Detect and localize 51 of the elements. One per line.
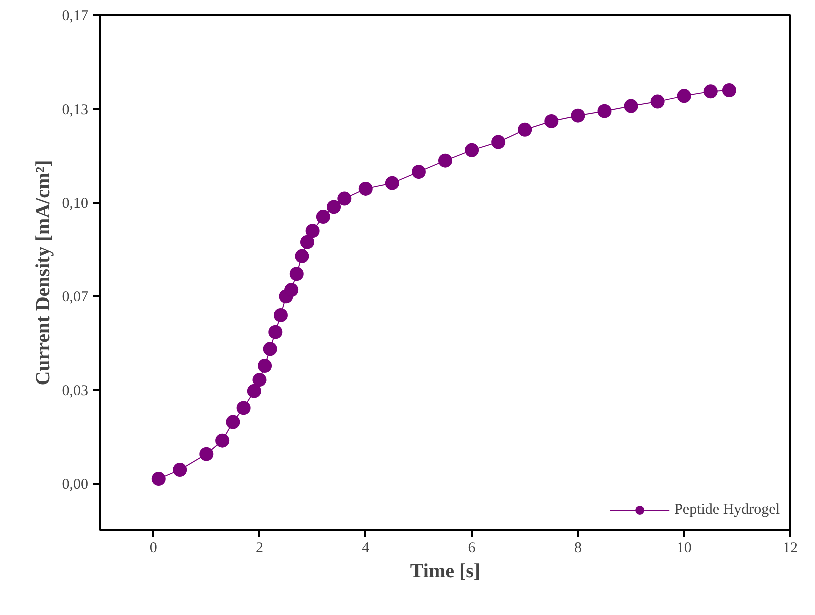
point: [465, 143, 480, 158]
point: [226, 415, 240, 430]
point: [258, 359, 272, 374]
y-tick-label: 0,03: [62, 384, 88, 400]
point: [263, 342, 278, 356]
point: [295, 249, 310, 264]
point: [598, 104, 612, 118]
point: [358, 182, 373, 196]
point: [316, 210, 330, 224]
x-tick-label: 2: [256, 540, 264, 556]
point: [338, 192, 352, 206]
point: [236, 401, 251, 416]
point: [200, 447, 214, 462]
point: [704, 84, 718, 99]
point: [677, 89, 692, 104]
x-tick-label: 8: [574, 540, 582, 556]
point: [274, 308, 288, 322]
y-tick-label: 0,17: [62, 8, 89, 24]
point: [290, 267, 304, 282]
point: [624, 99, 638, 114]
y-axis-title: Current Density [mA/cm²]: [32, 160, 54, 386]
x-tick-label: 0: [150, 540, 158, 556]
point: [268, 325, 283, 340]
point: [152, 472, 166, 486]
y-tick-label: 0,13: [62, 102, 88, 118]
point: [492, 135, 506, 150]
y-tick-label: 0,10: [62, 196, 88, 212]
point: [412, 165, 426, 180]
point: [327, 200, 342, 214]
point: [722, 84, 736, 98]
point: [173, 463, 188, 478]
x-tick-label: 6: [468, 540, 476, 556]
point: [300, 235, 314, 250]
point: [247, 384, 262, 398]
x-tick-label: 4: [362, 540, 370, 556]
point: [544, 114, 559, 128]
point: [216, 434, 230, 448]
point: [438, 154, 452, 168]
x-axis-title: Time [s]: [410, 560, 481, 582]
point: [306, 224, 320, 238]
legend-label: Peptide Hydrogel: [674, 502, 780, 518]
point: [284, 283, 299, 298]
point: [385, 176, 400, 190]
y-tick-label: 0,07: [62, 290, 89, 306]
point: [571, 108, 586, 123]
y-tick-label: 0,00: [62, 477, 88, 494]
point: [650, 94, 665, 109]
x-tick-label: 10: [676, 540, 692, 556]
x-tick-label: 12: [783, 540, 798, 556]
point: [518, 122, 532, 137]
point: [252, 373, 267, 388]
